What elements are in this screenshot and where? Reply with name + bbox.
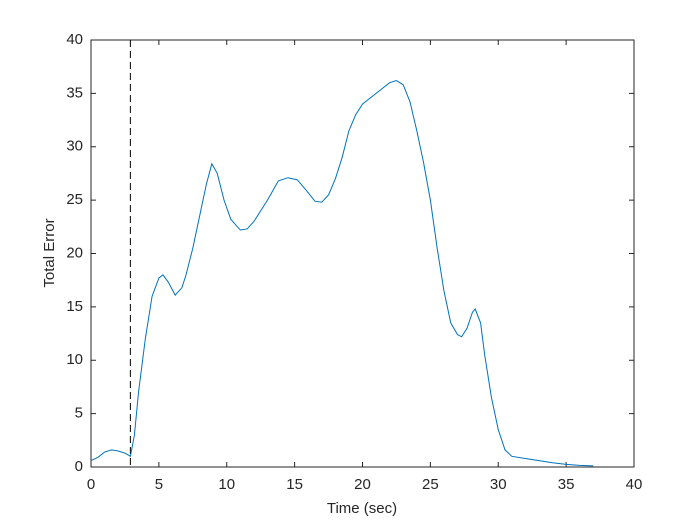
y-tick-label: 40 <box>66 31 83 48</box>
x-tick-label: 10 <box>218 476 235 493</box>
y-tick-label: 5 <box>75 405 83 422</box>
x-tick-label: 25 <box>422 476 439 493</box>
x-tick-label: 0 <box>87 476 95 493</box>
y-tick-label: 10 <box>66 351 83 368</box>
x-tick-label: 15 <box>286 476 303 493</box>
y-axis-label: Total Error <box>41 218 58 287</box>
y-tick-label: 0 <box>75 458 83 475</box>
data-line <box>90 80 594 467</box>
x-tick-label: 20 <box>354 476 371 493</box>
y-tick-label: 20 <box>66 244 83 261</box>
x-tick-label: 30 <box>490 476 507 493</box>
y-tick-label: 15 <box>66 298 83 315</box>
x-tick-label: 35 <box>558 476 575 493</box>
y-tick-label: 25 <box>66 191 83 208</box>
y-tick-label: 30 <box>66 138 83 155</box>
x-tick-label: 5 <box>155 476 163 493</box>
plot-area <box>90 39 635 468</box>
y-tick-label: 35 <box>66 84 83 101</box>
x-axis-label: Time (sec) <box>327 500 397 517</box>
x-tick-label: 40 <box>626 476 643 493</box>
